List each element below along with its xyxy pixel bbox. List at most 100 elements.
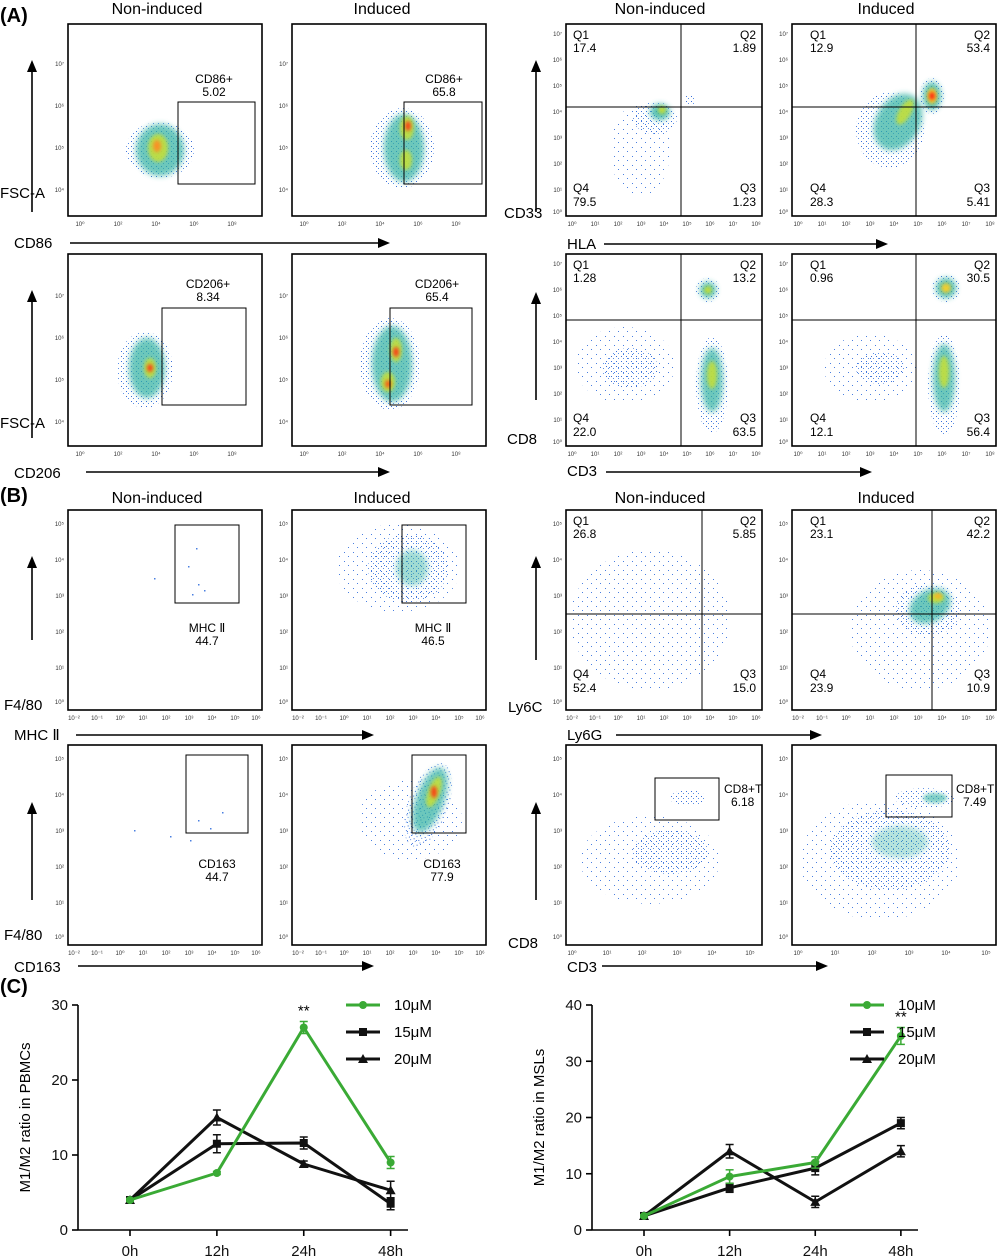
y-axis-label: CD8 (507, 431, 537, 448)
tick: 10³ (637, 452, 646, 458)
tick: 10³ (779, 136, 788, 142)
tick: 10¹ (55, 666, 64, 672)
data-point (640, 1211, 648, 1220)
series-line (643, 1035, 903, 1218)
tick: 10⁻¹ (816, 716, 828, 722)
tick: 10⁴ (553, 109, 563, 116)
tick: 10³ (683, 716, 692, 722)
cell-cloud-ind (336, 524, 460, 612)
gate-name-non: CD163 (198, 857, 236, 871)
q4-value: 22.0 (573, 425, 597, 439)
tick: 10⁵ (553, 313, 563, 320)
tick: 10³ (779, 366, 788, 372)
data-point (724, 1146, 735, 1156)
section-label-a: (A) (0, 5, 28, 27)
tick: 10⁰ (567, 221, 577, 228)
plot-frame-non (67, 744, 263, 946)
tick: 10² (162, 716, 171, 722)
tick: 10² (868, 951, 877, 957)
tick: 10⁻² (68, 951, 80, 957)
panel-b-cd163: F4/80 CD163 44.7 10⁵ 10⁴ 10³ 10² 10¹ 10⁰… (4, 744, 487, 976)
tick: 10⁶ (985, 715, 995, 722)
tick: 10⁰ (567, 950, 577, 957)
tick: 10¹ (591, 452, 600, 458)
tick: 10³ (866, 222, 875, 228)
tick: 10⁷ (55, 293, 64, 300)
tick: 10³ (553, 366, 562, 372)
gate-box-ind (389, 307, 473, 406)
q1-value: 17.4 (573, 41, 597, 55)
col-title-a-left-ind: Induced (354, 1, 411, 18)
tick: 10⁴ (941, 950, 951, 957)
tick: 10⁶ (413, 221, 423, 228)
tick: 10¹ (779, 666, 788, 672)
tick: 10¹ (591, 222, 600, 228)
x-axis-label: CD163 (14, 959, 61, 976)
tick: 10⁰ (75, 221, 85, 228)
q1-label: Q1 (573, 28, 589, 42)
tick: 10⁵ (279, 521, 289, 528)
tick: 10³ (866, 452, 875, 458)
tick: 10⁴ (207, 715, 217, 722)
tick: 10² (553, 865, 562, 871)
legend-label: 20μM (394, 1051, 432, 1068)
tick: 10⁰ (339, 950, 349, 957)
tick: 10⁴ (151, 451, 161, 458)
x-axis-label: CD206 (14, 465, 61, 482)
data-point (725, 1183, 734, 1192)
tick: 10¹ (779, 901, 788, 907)
tick: 10⁶ (937, 221, 947, 228)
gate-value-ind: 46.5 (421, 634, 445, 648)
section-label-c: (C) (0, 976, 28, 998)
cell-cloud-non (580, 790, 720, 904)
tick: 10² (614, 452, 623, 458)
tick: 10⁵ (779, 756, 789, 763)
tick: 10² (553, 630, 562, 636)
tick: 10⁵ (779, 313, 789, 320)
tick: 10⁸ (451, 221, 461, 228)
gate-value-non: 8.34 (196, 290, 220, 304)
tick: 10⁵ (728, 715, 738, 722)
tick: 10² (614, 222, 623, 228)
tick: 10⁰ (841, 715, 851, 722)
tick: 10⁶ (937, 451, 947, 458)
gate-value-non: 44.7 (195, 634, 219, 648)
tick: 10⁵ (279, 377, 289, 384)
q4-value: 12.1 (810, 425, 834, 439)
tick: 10⁴ (553, 339, 563, 346)
x-axis-label: MHC Ⅱ (14, 727, 60, 744)
tick: 10¹ (55, 901, 64, 907)
line-chart-pbmcs: 0 10 20 30 0h 12h 24h 48h M1/M2 ratio in PBMCs **… (17, 997, 432, 1258)
q3-label: Q3 (740, 411, 756, 425)
tick: 10⁴ (375, 451, 385, 458)
tick: 10⁴ (779, 109, 789, 116)
tick: 10⁶ (251, 715, 261, 722)
tick: 10² (162, 951, 171, 957)
legend-label: 20μM (898, 1051, 936, 1068)
tick: 10⁰ (553, 439, 563, 446)
q1-value: 26.8 (573, 527, 597, 541)
panel-b-cd8t: CD8 CD8+T 6.18 10⁵ 10⁴ 10³ 10² 10¹ 10⁰ 1… (508, 744, 997, 976)
tick: 10² (279, 865, 288, 871)
tick: 10¹ (553, 901, 562, 907)
data-point (810, 1196, 821, 1206)
tick: 10⁷ (553, 261, 562, 268)
tick: 10³ (55, 829, 64, 835)
tick: 10⁰ (55, 934, 65, 941)
q2-label: Q2 (974, 258, 990, 272)
legend-label: 15μM (898, 1024, 936, 1041)
panel-a-cd206: FSC-A CD206+ 8.34 10⁷ 10⁶ 10⁵ 10⁴ 10⁰ 10… (0, 253, 487, 482)
tick: 10⁵ (230, 950, 240, 957)
tick: 10⁻¹ (589, 716, 601, 722)
tick: 10⁷ (279, 293, 288, 300)
tick: 10³ (553, 136, 562, 142)
gate-name-non: MHC Ⅱ (189, 621, 226, 635)
q3-value: 10.9 (967, 681, 991, 695)
cell-cloud-ind (800, 788, 960, 920)
cell-cloud-ind (850, 570, 990, 690)
gate-box-ind (411, 754, 467, 834)
tick: 10² (779, 630, 788, 636)
tick: 10⁰ (553, 699, 563, 706)
tick: 10¹ (279, 666, 288, 672)
legend-marker (863, 1028, 871, 1036)
